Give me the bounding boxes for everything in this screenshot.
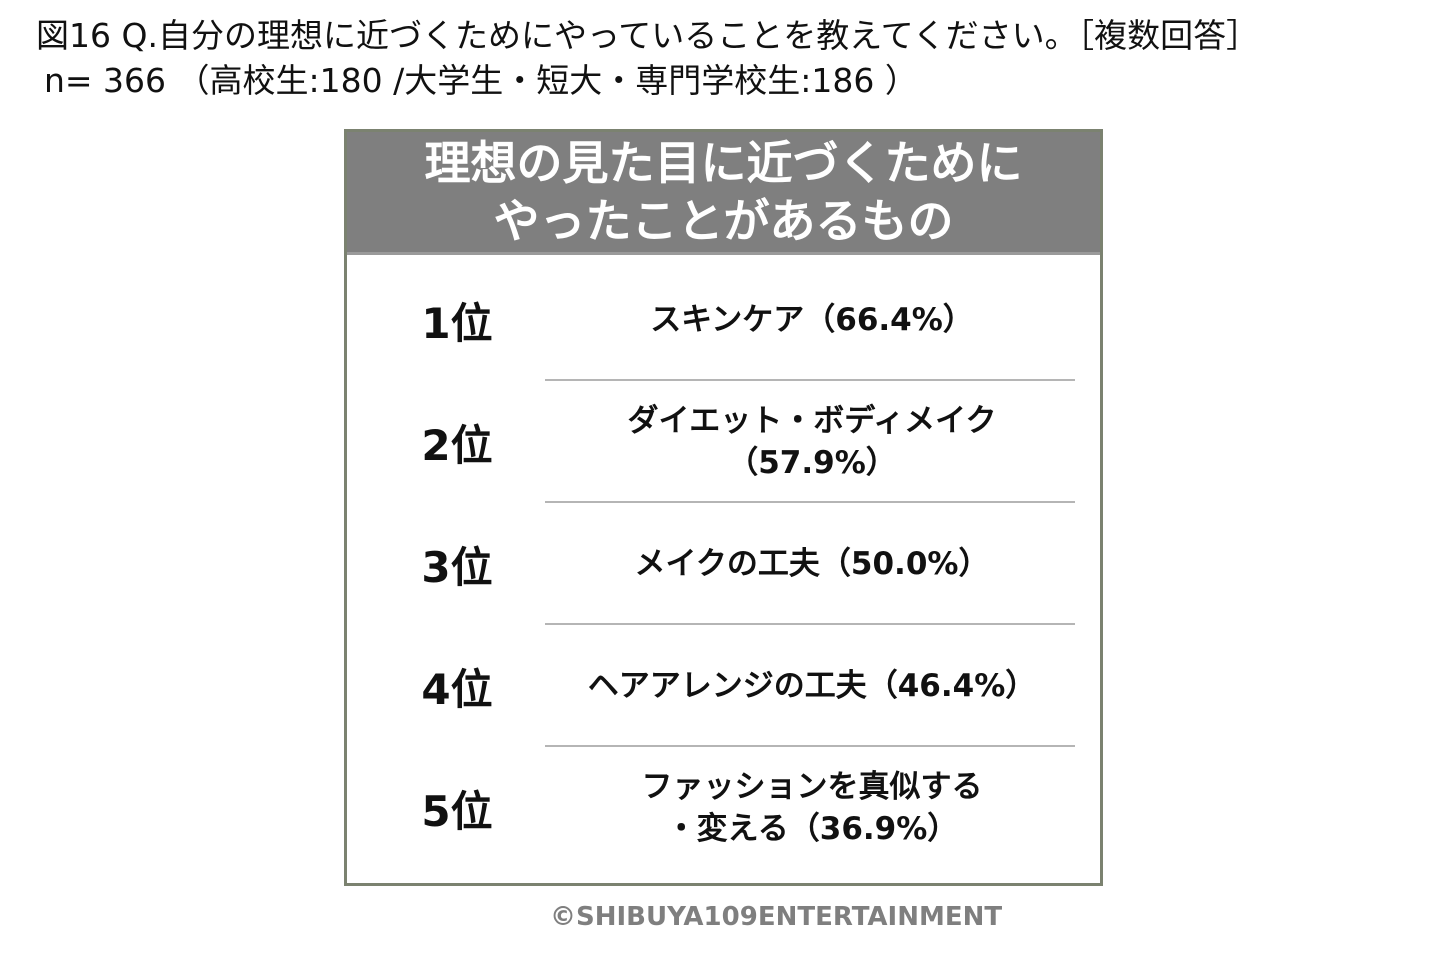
item-label: メイクの工夫（50.0%）: [634, 546, 990, 582]
item-label: スキンケア（66.4%）: [650, 302, 974, 338]
ranking-row: 2位 ダイエット・ボディメイク （57.9%）: [347, 381, 1100, 503]
row-divider: [545, 501, 1075, 503]
rank-label: 3位: [421, 542, 493, 592]
item-label: ダイエット・ボディメイク （57.9%）: [627, 403, 997, 481]
ranking-row: 4位 ヘアアレンジの工夫（46.4%）: [347, 625, 1100, 747]
row-divider: [545, 745, 1075, 747]
rank-label: 1位: [421, 298, 493, 348]
rank-label: 4位: [421, 664, 493, 714]
item-label: ファッションを真似する ・変える（36.9%）: [641, 769, 983, 847]
rank-label: 2位: [421, 420, 493, 470]
row-divider: [545, 623, 1075, 625]
ranking-row: 5位 ファッションを真似する ・変える（36.9%）: [347, 747, 1100, 869]
question-title: 図16 Q.自分の理想に近づくためにやっていることを教えてください。［複数回答］: [36, 16, 1260, 55]
table-header: 理想の見た目に近づくために やったことがあるもの: [347, 132, 1100, 255]
copyright: ©SHIBUYA109ENTERTAINMENT: [550, 902, 1003, 932]
rank-label: 5位: [421, 786, 493, 836]
item-label: ヘアアレンジの工夫（46.4%）: [587, 668, 1037, 704]
sample-size: n= 366 （高校生:180 /大学生・短大・専門学校生:186 ）: [44, 61, 918, 100]
ranking-rows: 1位 スキンケア（66.4%） 2位 ダイエット・ボディメイク （57.9%） 3位 メイ…: [347, 253, 1100, 883]
ranking-row: 3位 メイクの工夫（50.0%）: [347, 503, 1100, 625]
ranking-table: 理想の見た目に近づくために やったことがあるもの 1位 スキンケア（66.4%） 2…: [344, 129, 1103, 886]
table-title-line2: やったことがあるもの: [493, 194, 954, 248]
table-title-line1: 理想の見た目に近づくために: [424, 136, 1023, 190]
ranking-row: 1位 スキンケア（66.4%）: [347, 259, 1100, 381]
row-divider: [545, 379, 1075, 381]
